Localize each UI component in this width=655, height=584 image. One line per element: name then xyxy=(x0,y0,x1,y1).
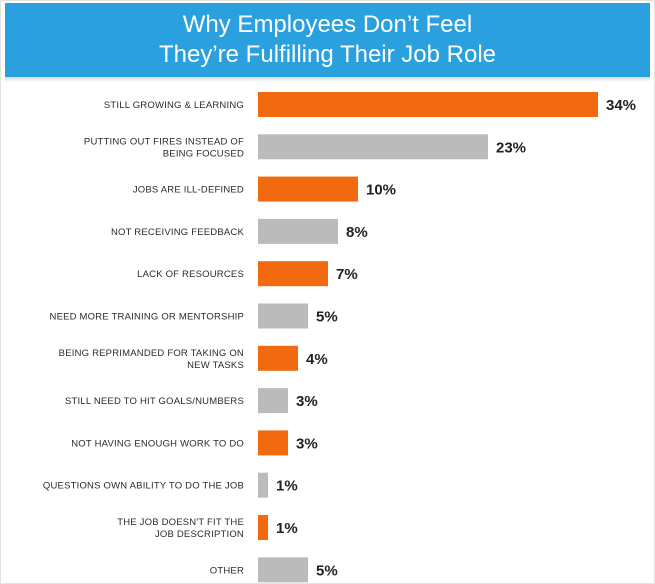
bar-0 xyxy=(258,92,598,117)
category-label-6: BEING REPRIMANDED FOR TAKING ON NEW TASKS xyxy=(59,348,244,371)
value-label-5: 5% xyxy=(316,309,338,326)
banner-shadow xyxy=(5,77,650,82)
chart-title-line-2: They’re Fulfilling Their Job Role xyxy=(158,41,497,68)
value-label-8: 3% xyxy=(296,435,318,452)
category-label-1: PUTTING OUT FIRES INSTEAD OF BEING FOCUSE… xyxy=(84,136,244,159)
category-label-7: STILL NEED TO HIT GOALS/NUMBERS xyxy=(65,396,244,407)
value-label-3: 8% xyxy=(346,224,368,241)
bar-9 xyxy=(258,472,268,498)
bar-2 xyxy=(258,176,358,202)
chart-title-line-1: Why Employees Don’t Feel xyxy=(182,11,473,38)
bar-10 xyxy=(258,515,268,540)
value-label-1: 23% xyxy=(496,139,526,156)
value-label-4: 7% xyxy=(336,266,358,283)
category-label-5: NEED MORE TRAINING OR MENTORSHIP xyxy=(50,312,244,323)
category-label-4: LACK OF RESOURCES xyxy=(137,269,244,280)
bar-8 xyxy=(258,430,288,456)
value-label-0: 34% xyxy=(606,97,636,114)
value-label-6: 4% xyxy=(306,351,328,368)
bar-6 xyxy=(258,345,298,371)
value-label-2: 10% xyxy=(366,182,396,199)
value-label-10: 1% xyxy=(276,520,298,537)
value-label-7: 3% xyxy=(296,393,318,410)
category-label-0: STILL GROWING & LEARNING xyxy=(104,100,244,111)
category-label-8: NOT HAVING ENOUGH WORK TO DO xyxy=(71,438,244,449)
bar-11 xyxy=(258,557,308,583)
bar-7 xyxy=(258,388,288,414)
title-banner: Why Employees Don’t Feel They’re Fulfill… xyxy=(5,3,650,77)
bar-4 xyxy=(258,261,328,287)
bar-3 xyxy=(258,218,338,244)
category-label-3: NOT RECEIVING FEEDBACK xyxy=(111,227,244,238)
value-label-11: 5% xyxy=(316,562,338,579)
category-label-10: THE JOB DOESN'T FIT THE JOB DESCRIPTION xyxy=(117,517,244,540)
bar-5 xyxy=(258,303,308,329)
value-label-9: 1% xyxy=(276,478,298,495)
bar-1 xyxy=(258,134,488,160)
category-label-11: OTHER xyxy=(210,565,244,576)
category-label-2: JOBS ARE ILL-DEFINED xyxy=(133,185,244,196)
category-label-9: QUESTIONS OWN ABILITY TO DO THE JOB xyxy=(43,481,244,492)
